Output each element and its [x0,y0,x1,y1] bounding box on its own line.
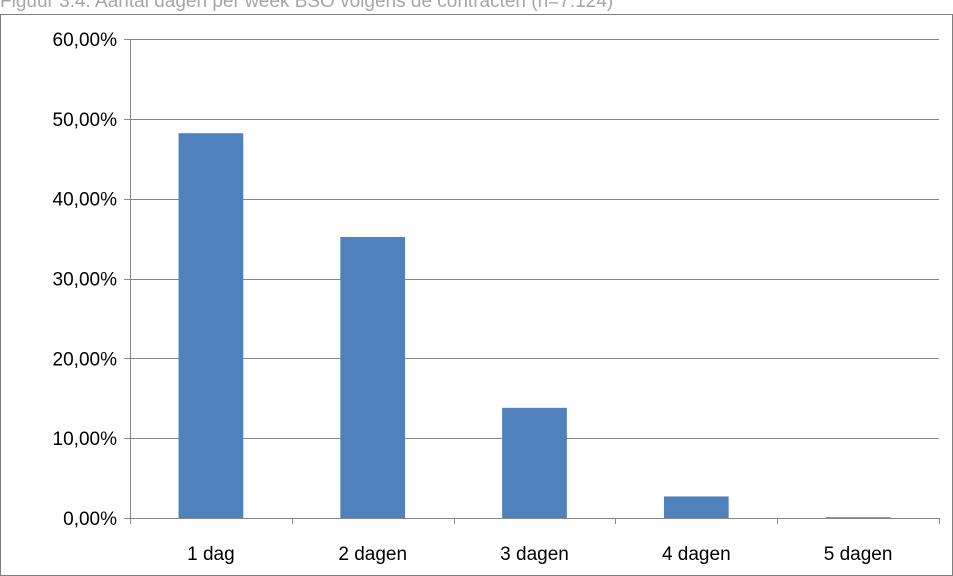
gridlines [130,39,939,439]
y-tick-label: 60,00% [53,30,118,51]
bar-4 [663,496,729,518]
y-tick-label: 10,00% [53,429,118,450]
x-tick-labels: 1 dag 2 dagen 3 dagen 4 dagen 5 dagen [187,544,892,565]
bar-3 [502,407,567,518]
x-tick-label: 4 dagen [662,544,731,565]
bar-2 [340,236,406,518]
y-tick-label: 40,00% [53,190,118,211]
x-tick-label: 5 dagen [824,544,893,565]
bar-5 [825,517,891,518]
y-tick-labels: 0,00% 10,00% 20,00% 30,00% 40,00% 50,00% 60,00… [53,30,118,530]
bars [178,133,891,518]
y-tick-label: 0,00% [63,509,117,530]
bar-1 [178,133,244,518]
y-tick-label: 30,00% [53,270,118,291]
y-tick-label: 50,00% [53,110,118,131]
y-tick-label: 20,00% [53,349,118,370]
x-tick-label: 2 dagen [338,544,407,565]
x-tick-label: 1 dag [187,544,235,565]
x-tick-label: 3 dagen [500,544,569,565]
chart-caption: Figuur 3.4: Aantal dagen per week BSO vo… [0,0,614,12]
axes [124,39,940,524]
